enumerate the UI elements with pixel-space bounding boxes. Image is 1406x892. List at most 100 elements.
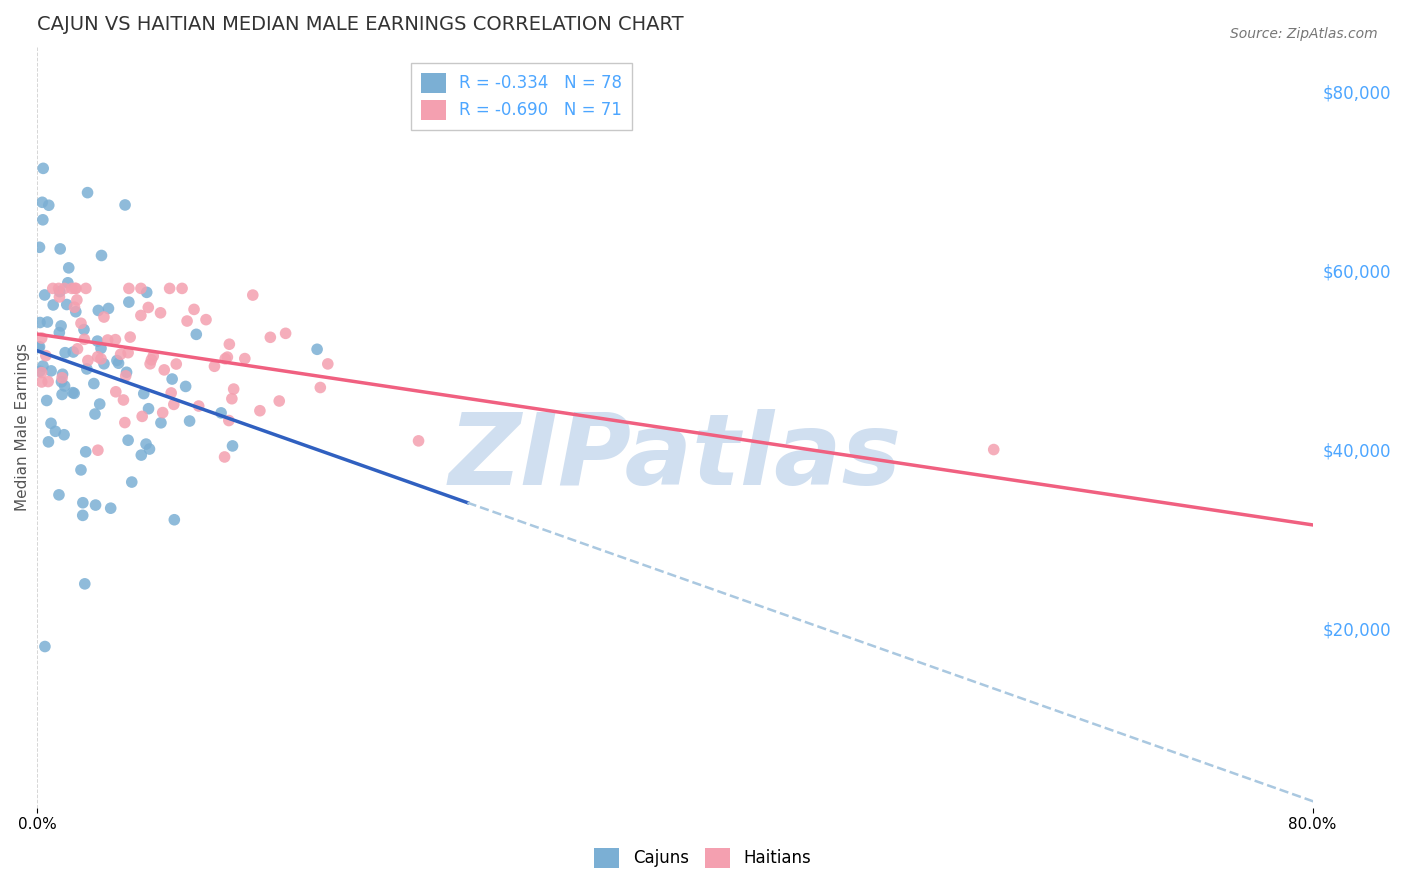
Point <box>35 349 58 363</box>
Point <box>90 342 112 356</box>
Point <box>84 407 107 421</box>
Point <box>72 496 94 510</box>
Point <box>187 399 209 413</box>
Point <box>214 351 236 366</box>
Point <box>39 364 62 378</box>
Point <box>32 161 55 176</box>
Point <box>90 248 112 262</box>
Point <box>75 445 97 459</box>
Point <box>209 406 232 420</box>
Point <box>51 387 73 401</box>
Point <box>60 281 83 295</box>
Point <box>53 379 76 393</box>
Point <box>104 333 127 347</box>
Point <box>274 326 297 341</box>
Point <box>204 359 226 374</box>
Point <box>76 186 98 200</box>
Point <box>135 437 157 451</box>
Point <box>70 316 93 330</box>
Legend: Cajuns, Haitians: Cajuns, Haitians <box>588 841 818 875</box>
Point <box>214 450 236 464</box>
Point <box>66 293 89 307</box>
Point <box>163 513 186 527</box>
Legend: R = -0.334   N = 78, R = -0.690   N = 71: R = -0.334 N = 78, R = -0.690 N = 71 <box>411 62 633 130</box>
Point <box>121 475 143 489</box>
Point <box>31 375 53 389</box>
Point <box>259 330 281 344</box>
Point <box>62 345 84 359</box>
Point <box>48 281 70 295</box>
Point <box>309 380 332 394</box>
Point <box>135 285 157 300</box>
Point <box>42 281 65 295</box>
Point <box>186 327 208 342</box>
Point <box>112 392 135 407</box>
Point <box>139 357 162 371</box>
Point <box>51 371 73 385</box>
Y-axis label: Median Male Earnings: Median Male Earnings <box>15 343 30 511</box>
Point <box>160 386 183 401</box>
Point <box>63 300 86 314</box>
Point <box>37 315 59 329</box>
Point <box>114 416 136 430</box>
Point <box>86 334 108 348</box>
Point <box>48 326 70 340</box>
Point <box>49 242 72 256</box>
Point <box>77 353 100 368</box>
Point <box>131 409 153 424</box>
Point <box>53 345 76 359</box>
Point <box>117 345 139 359</box>
Point <box>152 406 174 420</box>
Point <box>176 314 198 328</box>
Point <box>117 434 139 448</box>
Point <box>221 439 243 453</box>
Point <box>37 375 59 389</box>
Point <box>53 281 76 295</box>
Point <box>983 442 1005 457</box>
Point <box>73 332 96 346</box>
Point <box>149 306 172 320</box>
Point <box>75 281 97 295</box>
Point <box>28 316 51 330</box>
Point <box>87 303 110 318</box>
Point <box>35 393 58 408</box>
Text: Source: ZipAtlas.com: Source: ZipAtlas.com <box>1230 27 1378 41</box>
Point <box>110 347 132 361</box>
Point <box>93 357 115 371</box>
Point <box>51 375 73 389</box>
Point <box>90 351 112 366</box>
Point <box>39 417 62 431</box>
Point <box>120 330 142 344</box>
Point <box>73 577 96 591</box>
Point <box>307 343 329 357</box>
Point <box>105 353 128 368</box>
Point <box>129 281 152 295</box>
Point <box>97 301 120 316</box>
Point <box>153 363 176 377</box>
Point <box>136 301 159 315</box>
Point <box>129 309 152 323</box>
Point <box>115 365 138 379</box>
Point <box>49 318 72 333</box>
Point <box>114 198 136 212</box>
Point <box>218 337 240 351</box>
Point <box>31 331 53 345</box>
Point <box>269 394 291 409</box>
Point <box>31 195 53 210</box>
Point <box>183 302 205 317</box>
Point <box>132 386 155 401</box>
Point <box>44 425 66 439</box>
Point <box>242 288 264 302</box>
Point <box>142 349 165 363</box>
Point <box>56 276 79 290</box>
Point <box>149 416 172 430</box>
Point <box>31 366 53 380</box>
Point <box>58 260 80 275</box>
Point <box>129 448 152 462</box>
Point <box>97 333 120 347</box>
Point <box>70 463 93 477</box>
Point <box>62 385 84 400</box>
Point <box>165 357 187 371</box>
Point <box>65 304 87 318</box>
Point <box>408 434 430 448</box>
